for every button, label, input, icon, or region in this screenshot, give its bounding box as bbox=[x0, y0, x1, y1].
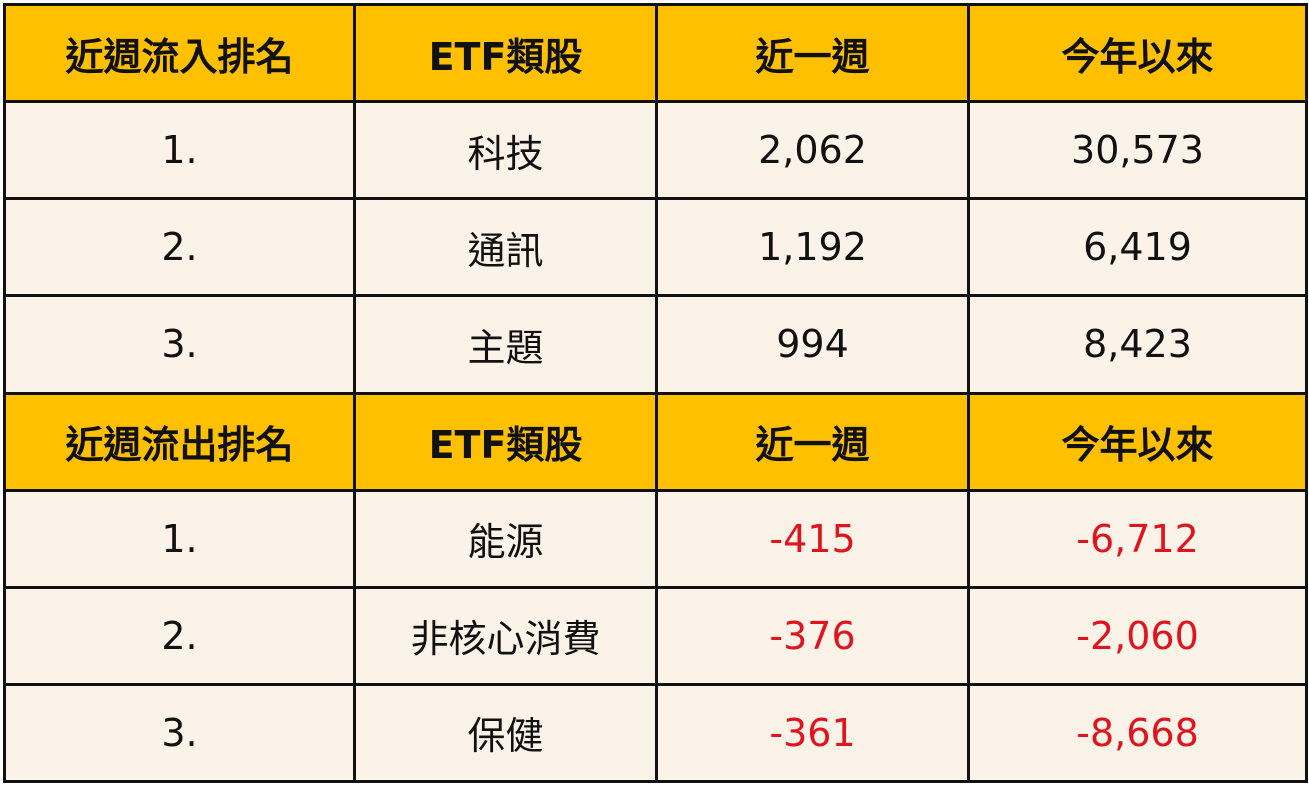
table-cell: 非核心消費 bbox=[353, 585, 658, 686]
table-cell: -361 bbox=[655, 682, 970, 784]
table-cell: 994 bbox=[655, 294, 970, 395]
flow-table: 近週流入排名 ETF類股 近一週 今年以來 1. 科技 2,062 30,573 2. 通訊 1,1… bbox=[3, 2, 1308, 784]
table-cell: 能源 bbox=[353, 488, 658, 589]
table-row: 2. 通訊 1,192 6,419 bbox=[3, 197, 1308, 298]
header-cell: 近一週 bbox=[655, 2, 970, 104]
table-row: 3. 保健 -361 -8,668 bbox=[3, 682, 1308, 784]
table-row: 2. 非核心消費 -376 -2,060 bbox=[3, 585, 1308, 686]
table-cell: -8,668 bbox=[967, 682, 1308, 784]
table-cell: 保健 bbox=[353, 682, 658, 784]
table-cell: 科技 bbox=[353, 100, 658, 201]
header-cell: ETF類股 bbox=[353, 391, 658, 492]
table-cell: 3. bbox=[3, 294, 356, 395]
table-cell: 6,419 bbox=[967, 197, 1308, 298]
table-cell: 通訊 bbox=[353, 197, 658, 298]
header-cell: 今年以來 bbox=[967, 2, 1308, 104]
table-cell: 主題 bbox=[353, 294, 658, 395]
table-cell: 1,192 bbox=[655, 197, 970, 298]
table-row: 1. 能源 -415 -6,712 bbox=[3, 488, 1308, 589]
header-cell: 今年以來 bbox=[967, 391, 1308, 492]
table-cell: -415 bbox=[655, 488, 970, 589]
header-cell: 近一週 bbox=[655, 391, 970, 492]
table-cell: 8,423 bbox=[967, 294, 1308, 395]
table-cell: 3. bbox=[3, 682, 356, 784]
header-cell: 近週流入排名 bbox=[3, 2, 356, 104]
table-cell: 1. bbox=[3, 488, 356, 589]
table-row: 3. 主題 994 8,423 bbox=[3, 294, 1308, 395]
table-body: 近週流入排名 ETF類股 近一週 今年以來 1. 科技 2,062 30,573 2. 通訊 1,1… bbox=[3, 2, 1308, 784]
table-cell: 1. bbox=[3, 100, 356, 201]
table-cell: 2. bbox=[3, 585, 356, 686]
header-row: 近週流入排名 ETF類股 近一週 今年以來 bbox=[3, 2, 1308, 104]
table-cell: -376 bbox=[655, 585, 970, 686]
header-row: 近週流出排名 ETF類股 近一週 今年以來 bbox=[3, 391, 1308, 492]
table-cell: 2,062 bbox=[655, 100, 970, 201]
table-cell: -2,060 bbox=[967, 585, 1308, 686]
table-row: 1. 科技 2,062 30,573 bbox=[3, 100, 1308, 201]
table-cell: -6,712 bbox=[967, 488, 1308, 589]
header-cell: ETF類股 bbox=[353, 2, 658, 104]
table-cell: 2. bbox=[3, 197, 356, 298]
header-cell: 近週流出排名 bbox=[3, 391, 356, 492]
table-cell: 30,573 bbox=[967, 100, 1308, 201]
